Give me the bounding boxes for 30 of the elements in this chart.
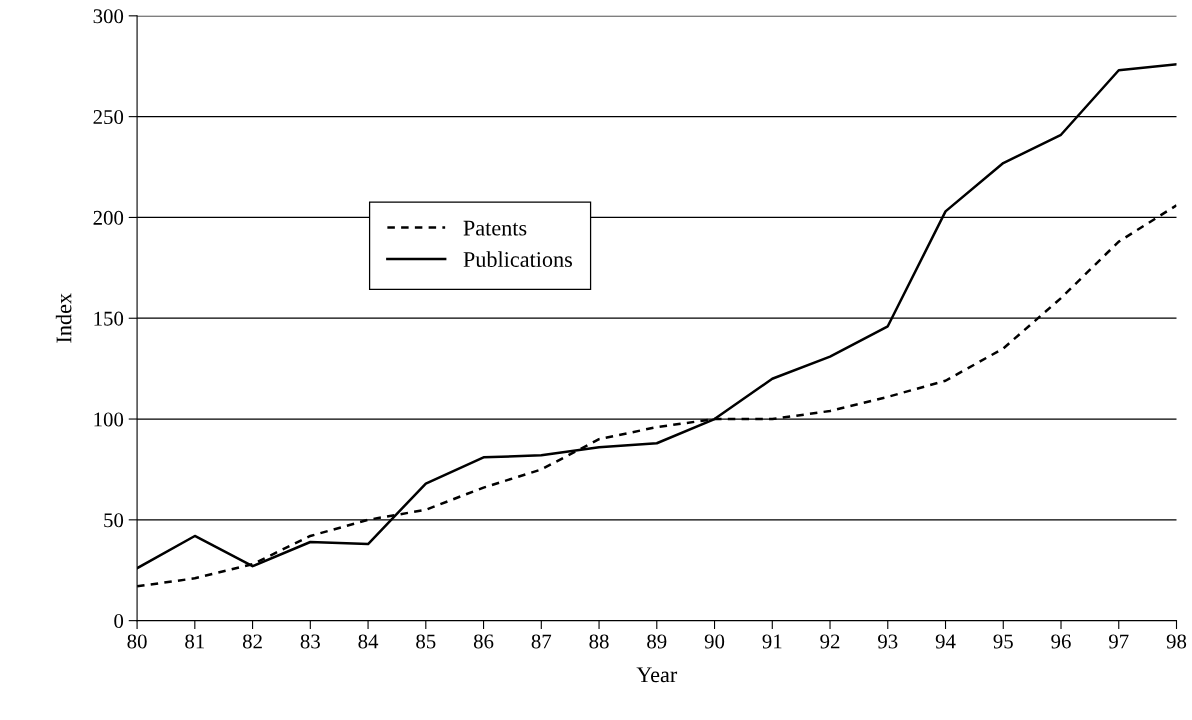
y-axis-title: Index	[55, 293, 72, 343]
x-tick-label: 88	[589, 634, 609, 649]
x-tick-label: 89	[647, 634, 667, 649]
x-tick-label: 84	[358, 634, 379, 649]
x-tick-label: 91	[762, 634, 782, 649]
x-tick-label: 90	[704, 634, 725, 649]
x-tick-label: 82	[242, 634, 262, 649]
legend-label: Publications	[463, 251, 572, 267]
x-tick-label: 85	[416, 634, 436, 649]
y-tick-label: 0	[114, 614, 124, 629]
legend-label: Patents	[463, 220, 527, 236]
x-tick-label: 96	[1051, 634, 1071, 649]
x-tick-label: 80	[127, 634, 147, 649]
x-tick-label: 98	[1166, 634, 1187, 649]
x-tick-label: 81	[185, 634, 204, 649]
y-tick-label: 100	[94, 412, 124, 427]
x-tick-label: 87	[531, 634, 552, 649]
x-tick-label: 93	[878, 634, 898, 649]
x-tick-label: 95	[993, 634, 1013, 649]
x-tick-label: 92	[820, 634, 840, 649]
y-tick-label: 50	[104, 513, 124, 528]
x-tick-label: 83	[300, 634, 320, 649]
x-axis-title: Year	[636, 667, 678, 683]
x-tick-label: 97	[1109, 634, 1129, 649]
y-tick-label: 250	[93, 110, 124, 125]
y-tick-label: 150	[94, 311, 124, 326]
y-tick-label: 300	[93, 9, 124, 24]
y-tick-label: 200	[93, 210, 124, 225]
x-tick-label: 94	[935, 634, 956, 649]
x-tick-label: 86	[473, 634, 494, 649]
